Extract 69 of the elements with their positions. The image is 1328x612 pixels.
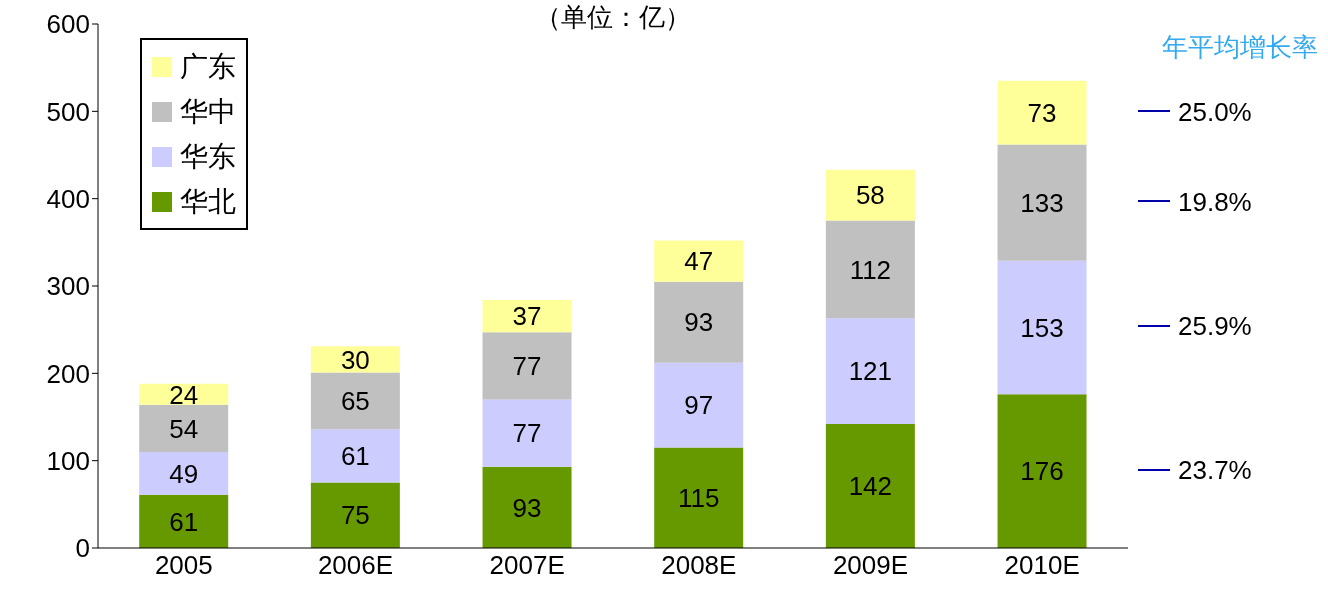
- y-tick-label: 400: [46, 183, 90, 214]
- y-tick-label: 300: [46, 271, 90, 302]
- y-tick-label: 0: [75, 533, 90, 564]
- data-label: 176: [1020, 456, 1064, 487]
- legend-label: 广东: [180, 50, 236, 84]
- data-label: 97: [684, 390, 714, 421]
- data-label: 61: [169, 506, 199, 537]
- data-label: 93: [512, 492, 542, 523]
- bar: [139, 451, 229, 495]
- text: 年平均增长率: [1162, 31, 1318, 64]
- chart-title: （单位：亿）: [534, 1, 692, 34]
- x-tick-label: 2005: [154, 550, 213, 581]
- text: 19.8%: [1178, 186, 1252, 218]
- bar: [997, 80, 1087, 145]
- y-tick-label: 100: [46, 445, 90, 476]
- bar: [825, 169, 915, 221]
- legend-label: 华北: [180, 185, 236, 219]
- bar: [482, 466, 572, 548]
- y-tick-label: 600: [46, 9, 90, 40]
- bar: [310, 372, 400, 430]
- data-label: 115: [677, 483, 720, 514]
- bar: [482, 299, 572, 333]
- bar: [997, 260, 1087, 395]
- data-label: 153: [1020, 312, 1064, 343]
- data-label: 75: [340, 500, 370, 531]
- text: 23.7%: [1178, 455, 1252, 487]
- data-label: 93: [684, 307, 714, 338]
- x-tick-label: 2009E: [832, 550, 909, 581]
- data-label: 47: [684, 246, 714, 277]
- bar: [482, 399, 572, 467]
- data-label: 77: [512, 418, 542, 449]
- data-label: 77: [512, 351, 542, 382]
- bar: [139, 494, 229, 548]
- data-label: 30: [340, 344, 370, 375]
- data-label: 65: [340, 386, 370, 417]
- data-label: 73: [1027, 97, 1057, 128]
- data-label: 121: [848, 356, 893, 387]
- bar: [825, 423, 915, 548]
- bar: [482, 332, 572, 400]
- text: 25.0%: [1178, 96, 1252, 128]
- data-label: 37: [512, 301, 542, 332]
- bar: [139, 404, 229, 452]
- x-tick-label: 2007E: [489, 550, 565, 581]
- data-label: 24: [169, 379, 199, 410]
- bar: [997, 144, 1087, 261]
- bar: [654, 240, 744, 282]
- data-label: 133: [1020, 187, 1064, 218]
- data-label: 61: [340, 441, 370, 472]
- data-label: 49: [169, 458, 199, 489]
- x-tick-label: 2008E: [661, 550, 737, 581]
- data-label: 112: [849, 254, 892, 285]
- bar: [654, 362, 744, 448]
- data-label: 58: [855, 180, 885, 211]
- legend-label: 华中: [180, 95, 236, 129]
- text: 25.9%: [1178, 311, 1252, 343]
- bar: [310, 429, 400, 483]
- y-tick-label: 500: [46, 96, 90, 127]
- bar: [654, 281, 744, 363]
- bar: [825, 220, 915, 319]
- bar: [654, 447, 744, 548]
- x-tick-label: 2010E: [1004, 550, 1080, 581]
- y-tick-label: 200: [46, 358, 90, 389]
- bar: [825, 318, 915, 424]
- bar: [310, 482, 400, 548]
- x-tick-label: 2006E: [317, 550, 394, 581]
- data-label: 54: [169, 413, 199, 444]
- legend-label: 华东: [180, 140, 236, 174]
- data-label: 142: [848, 471, 893, 502]
- bar: [997, 394, 1087, 548]
